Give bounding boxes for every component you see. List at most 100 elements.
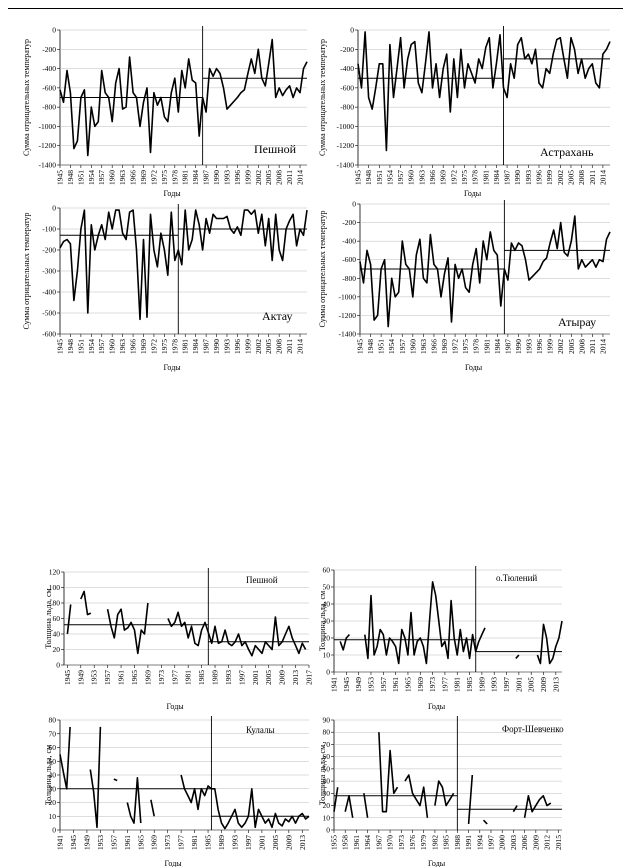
x-tick-label: 2008 [577, 170, 586, 185]
x-tick-label: 1987 [202, 170, 211, 185]
y-tick-label: 20 [323, 634, 331, 643]
x-tick-label: 1945 [56, 170, 65, 185]
y-tick-label: 10 [323, 813, 331, 822]
chart-panel-3: 0 -100 -200 -300 -400 -500 -600 1945 1948 1951 195… [22, 196, 312, 372]
y-tick-label: 0 [52, 826, 56, 835]
x-tick-label: 1996 [535, 339, 544, 354]
station-label: Пешной [254, 142, 297, 156]
y-tick-label: 90 [323, 716, 331, 725]
x-tick-label: 1999 [243, 339, 252, 354]
x-tick-label: 1953 [90, 670, 99, 685]
station-label: Пешной [246, 575, 278, 585]
x-tick-label: 1957 [109, 835, 118, 850]
y-tick-label: -200 [340, 45, 354, 54]
x-tick-label: 2001 [257, 835, 266, 850]
x-tick-label: 2006 [520, 835, 529, 850]
x-tick-label: 1977 [170, 670, 179, 685]
y-tick-label: -300 [42, 267, 56, 276]
station-label: Астрахань [540, 145, 594, 159]
y-tick-label: -400 [340, 64, 354, 73]
y-tick-label: 40 [323, 777, 331, 786]
x-tick-label: 1993 [222, 170, 231, 185]
y-tick-label: -1200 [337, 141, 355, 150]
y-tick-label: 70 [49, 729, 57, 738]
x-tick-label: 1993 [490, 677, 499, 692]
x-axis-label: Годы [428, 859, 446, 867]
x-tick-label: 2005 [271, 835, 280, 850]
x-tick-label: 1954 [87, 339, 96, 354]
x-tick-label: 1949 [354, 677, 363, 692]
x-tick-label: 1969 [143, 670, 152, 685]
x-tick-label: 2001 [514, 677, 523, 692]
x-tick-label: 1985 [465, 677, 474, 692]
y-tick-label: -800 [342, 274, 356, 283]
x-tick-label: 1953 [366, 677, 375, 692]
x-axis-label: Годы [465, 363, 483, 372]
y-axis-label: Толщина льда, см [44, 588, 53, 648]
chart-panel-1: 0 -200 -400 -600 -800 -1000 -1200 -1400 1945 1948… [22, 22, 312, 198]
y-tick-label: -1000 [337, 122, 355, 131]
x-tick-label: 1978 [170, 339, 179, 354]
station-label: Актау [262, 309, 292, 323]
x-tick-label: 1953 [96, 835, 105, 850]
x-tick-label: 2005 [566, 170, 575, 185]
y-tick-label: 0 [326, 826, 330, 835]
x-tick-label: 1948 [66, 170, 75, 185]
y-tick-label: 120 [49, 568, 61, 577]
x-tick-label: 2002 [254, 170, 263, 185]
y-tick-label: -600 [340, 83, 354, 92]
y-tick-label: -600 [342, 255, 356, 264]
x-tick-label: 1951 [76, 339, 85, 354]
x-tick-label: 1941 [56, 835, 65, 850]
x-tick-label: 2000 [498, 835, 507, 850]
x-tick-label: 1991 [464, 835, 473, 850]
y-tick-label: 100 [49, 583, 61, 592]
y-tick-label: 80 [49, 716, 57, 725]
x-tick-label: 1965 [130, 670, 139, 685]
x-tick-label: 1988 [453, 835, 462, 850]
x-tick-label: 1976 [408, 835, 417, 850]
x-tick-label: 1984 [492, 170, 501, 185]
y-tick-label: 10 [49, 812, 57, 821]
x-tick-label: 1969 [139, 170, 148, 185]
y-axis-label: Толщина льда, см [318, 591, 327, 651]
x-tick-label: 1989 [477, 677, 486, 692]
x-tick-label: 1996 [535, 170, 544, 185]
x-tick-label: 1957 [379, 677, 388, 692]
x-tick-label: 2009 [531, 835, 540, 850]
x-tick-label: 1961 [391, 677, 400, 692]
x-tick-label: 1949 [76, 670, 85, 685]
series-line [339, 581, 563, 665]
y-tick-label: 60 [323, 752, 331, 761]
y-tick-label: -200 [342, 218, 356, 227]
x-tick-label: 1975 [160, 170, 169, 185]
x-tick-label: 1984 [191, 170, 200, 185]
x-tick-label: 1960 [108, 339, 117, 354]
y-tick-label: -600 [42, 83, 56, 92]
x-tick-label: 2015 [554, 835, 563, 850]
x-tick-label: 2002 [556, 170, 565, 185]
x-tick-label: 1972 [149, 339, 158, 354]
x-tick-label: 1963 [417, 170, 426, 185]
x-tick-label: 1951 [377, 339, 386, 354]
station-label: о.Тюлений [496, 573, 537, 583]
x-tick-label: 2009 [278, 670, 287, 685]
x-tick-label: 1985 [197, 670, 206, 685]
x-tick-label: 1957 [97, 339, 106, 354]
x-tick-label: 1961 [117, 670, 126, 685]
x-tick-label: 1963 [118, 170, 127, 185]
x-tick-label: 1975 [461, 339, 470, 354]
x-tick-label: 1945 [354, 170, 363, 185]
y-tick-label: 20 [53, 645, 61, 654]
x-tick-label: 1949 [82, 835, 91, 850]
x-tick-label: 1981 [482, 339, 491, 354]
y-axis-label: Сумма отрицательных температур [22, 212, 31, 329]
y-tick-label: 30 [323, 617, 331, 626]
x-axis-label: Годы [165, 859, 183, 867]
x-tick-label: 2003 [509, 835, 518, 850]
x-tick-label: 2008 [275, 339, 284, 354]
x-tick-label: 1955 [330, 835, 339, 850]
chart-svg-kulaly-ice: 0 10 20 30 40 50 60 70 80 1941 1945 1949 1953 1957 196… [44, 716, 310, 867]
